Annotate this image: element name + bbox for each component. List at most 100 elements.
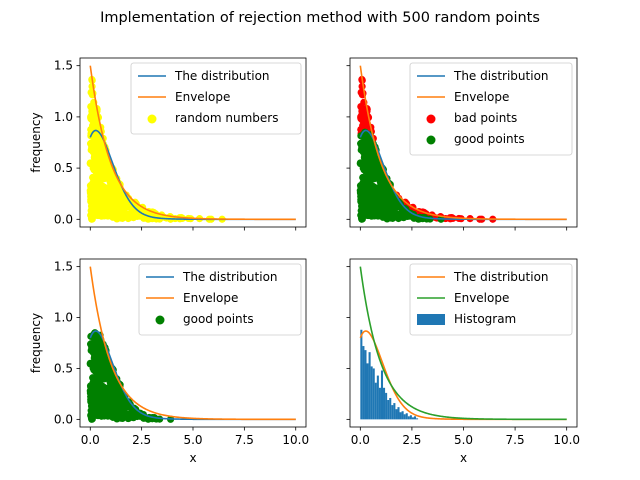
scatter-point: [113, 211, 121, 219]
scatter-point: [366, 208, 374, 216]
plot-area: [356, 65, 567, 223]
scatter-point: [92, 135, 100, 143]
scatter-point: [100, 174, 108, 183]
scatter-point: [103, 191, 112, 199]
legend-label: bad points: [454, 111, 517, 125]
x-tick-label: 5.0: [183, 433, 202, 447]
legend: The distribution Envelope random numbers: [130, 62, 302, 135]
scatter-point: [87, 102, 95, 111]
y-axis-label: frequency: [29, 112, 43, 172]
histogram-bar: [380, 370, 384, 420]
scatter-point: [115, 395, 123, 404]
x-tick-label: 10.0: [282, 433, 309, 447]
legend-label: Envelope: [454, 90, 509, 104]
scatter-point: [100, 197, 109, 205]
scatter-point: [356, 159, 364, 168]
legend-box: [138, 263, 302, 336]
scatter-point: [100, 397, 109, 405]
histogram-bar: [395, 409, 398, 420]
scatter-point: [104, 207, 112, 216]
scatter-point: [366, 182, 374, 190]
legend-label: Envelope: [183, 291, 238, 305]
legend-marker-swatch: [426, 135, 436, 145]
histogram-bar: [407, 416, 410, 420]
y-tick-label: 1.5: [54, 260, 73, 274]
scatter-point: [385, 195, 393, 204]
scatter-point: [95, 396, 103, 405]
subplot-top-right: The distribution Envelope bad points good p…: [346, 57, 578, 231]
scatter-point: [365, 196, 373, 205]
x-axis-label: x: [460, 451, 467, 465]
legend-label: Histogram: [454, 312, 516, 326]
scatter-point: [374, 207, 382, 216]
subplot-top-left: 0.0 0.5 1.0 1.5 frequency The distribution Env…: [29, 57, 307, 231]
plot-area: [86, 65, 296, 223]
scatter-point: [86, 360, 94, 368]
scatter-point: [103, 391, 112, 399]
legend-box: [409, 62, 573, 156]
scatter-point: [357, 115, 365, 123]
y-tick-label: 1.0: [54, 311, 73, 325]
scatter-point: [109, 185, 117, 193]
scatter-point: [100, 362, 108, 370]
scatter-point: [370, 162, 378, 170]
scatter-point: [379, 185, 387, 193]
legend-marker-swatch: [155, 315, 165, 325]
scatter-point: [90, 121, 98, 129]
scatter-point: [100, 162, 108, 170]
legend: The distribution Envelope good points: [138, 263, 302, 336]
y-tick-label: 0.0: [54, 212, 73, 226]
legend-box: [130, 62, 302, 135]
scatter-point: [423, 215, 431, 223]
legend-marker-swatch: [147, 114, 157, 124]
scatter-point: [358, 144, 366, 152]
scatter-point: [101, 369, 109, 377]
y-tick-label: 0.5: [54, 161, 73, 175]
histogram-bar: [405, 413, 408, 420]
legend-label: good points: [183, 312, 254, 326]
series-line: [359, 65, 567, 221]
subplot-bottom-right: 0.0 2.5 5.0 7.5 10.0 x The distribution Envelop…: [346, 258, 580, 465]
histogram-bar: [372, 368, 375, 420]
scatter-point: [87, 115, 95, 123]
histogram-bar: [370, 366, 373, 420]
scatter-point: [358, 82, 366, 90]
histogram-bar: [364, 350, 367, 420]
plot-area: [86, 266, 296, 423]
histogram-bar: [411, 417, 414, 420]
scatter-point: [370, 174, 379, 183]
scatter-point: [101, 169, 109, 177]
legend-label: The distribution: [182, 270, 278, 284]
histogram-bar: [401, 411, 404, 420]
histogram-bar: [385, 392, 388, 420]
histogram-bar: [413, 416, 417, 420]
scatter-point: [100, 375, 108, 383]
y-tick-label: 1.0: [54, 110, 73, 124]
x-tick-label: 10.0: [553, 433, 580, 447]
legend-box: [409, 263, 573, 336]
histogram-bar: [376, 375, 379, 420]
scatter-point: [93, 375, 101, 383]
histogram-bar: [416, 418, 419, 420]
scatter-point: [109, 385, 117, 393]
scatter-point: [96, 408, 104, 416]
subplot-bottom-left: 0.0 2.5 5.0 7.5 10.0 0.0 0.5 1.0 1.5 x frequency Th…: [29, 258, 309, 465]
scatter-point: [119, 210, 127, 218]
legend: The distribution Envelope Histogram: [409, 263, 573, 336]
legend-label: random numbers: [175, 111, 278, 125]
histogram-bar: [393, 403, 396, 420]
scatter-point: [379, 179, 387, 188]
scatter-point: [104, 407, 112, 416]
scatter-point: [363, 175, 371, 183]
legend-patch-swatch: [417, 314, 445, 325]
scatter-point: [395, 214, 403, 222]
x-tick-label: 0.0: [351, 433, 370, 447]
scatter-point: [152, 415, 160, 423]
histogram-bar: [383, 387, 386, 420]
scatter-point: [93, 175, 101, 183]
histogram-bar: [374, 382, 377, 420]
scatter-point: [88, 144, 96, 152]
histogram-bar: [378, 387, 381, 420]
legend-label: good points: [454, 132, 525, 146]
histogram-bar: [362, 346, 365, 420]
